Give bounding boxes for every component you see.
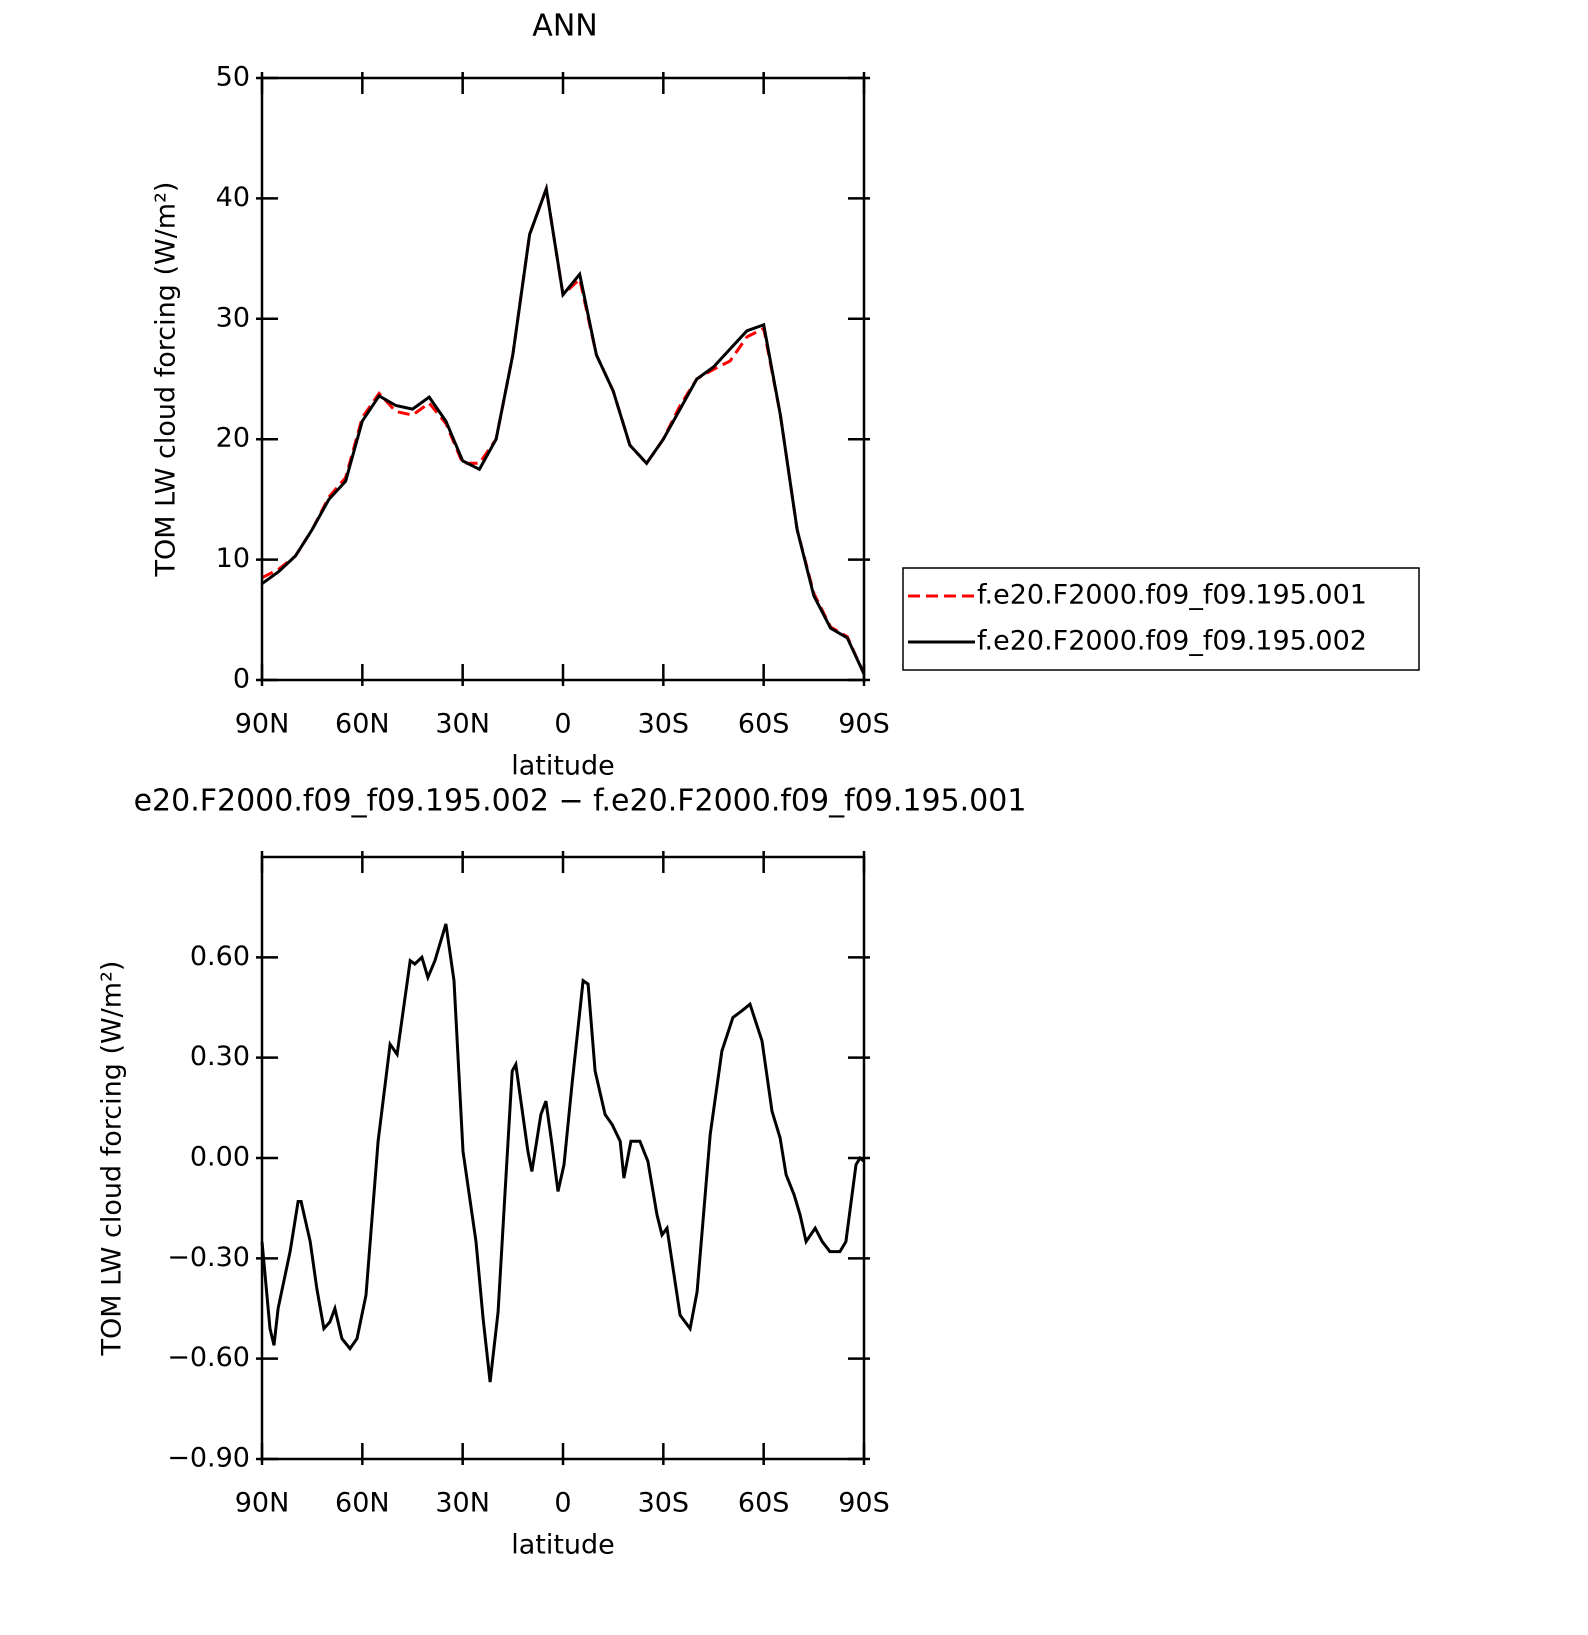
x-tick-label: 60S — [738, 1488, 790, 1519]
y-tick-label: −0.90 — [167, 1443, 250, 1474]
x-tick-label: 90N — [235, 709, 290, 740]
x-axis-label: latitude — [511, 1530, 615, 1561]
x-tick-label: 60N — [335, 1488, 390, 1519]
x-tick-label: 30N — [435, 1488, 490, 1519]
legend-label: f.e20.F2000.f09_f09.195.002 — [977, 626, 1367, 657]
plot-frame — [260, 76, 866, 682]
chart-title: e20.F2000.f09_f09.195.002 − f.e20.F2000.… — [134, 784, 1027, 819]
y-tick-label: 30 — [216, 302, 250, 333]
y-tick-label: 0.60 — [190, 941, 250, 972]
data-line — [260, 923, 865, 1383]
y-tick-label: 0 — [233, 664, 250, 695]
y-tick-label: 10 — [216, 543, 250, 574]
chart-title: ANN — [532, 9, 597, 44]
data-line — [261, 182, 866, 675]
legend-box — [902, 567, 1420, 671]
plot-frame — [260, 855, 866, 1461]
x-tick-label: 90N — [235, 1488, 290, 1519]
x-tick-label: 90S — [838, 709, 890, 740]
y-tick-label: −0.60 — [167, 1342, 250, 1373]
x-tick-label: 60N — [335, 709, 390, 740]
x-axis-label: latitude — [511, 751, 615, 782]
x-tick-label: 30S — [638, 709, 690, 740]
x-tick-label: 0 — [554, 1488, 571, 1519]
x-tick-label: 30N — [435, 709, 490, 740]
x-tick-label: 30S — [638, 1488, 690, 1519]
x-tick-label: 60S — [738, 709, 790, 740]
y-axis-label: TOM LW cloud forcing (W/m²) — [151, 182, 182, 578]
y-axis-label: TOM LW cloud forcing (W/m²) — [97, 961, 128, 1357]
y-tick-label: 40 — [216, 182, 250, 213]
y-tick-label: 0.30 — [190, 1041, 250, 1072]
x-tick-label: 90S — [838, 1488, 890, 1519]
legend-label: f.e20.F2000.f09_f09.195.001 — [977, 580, 1367, 611]
y-tick-label: 0.00 — [190, 1142, 250, 1173]
x-tick-label: 0 — [554, 709, 571, 740]
y-tick-label: −0.30 — [167, 1242, 250, 1273]
y-tick-label: 20 — [216, 423, 250, 454]
data-line — [261, 182, 866, 675]
y-tick-label: 50 — [216, 62, 250, 93]
